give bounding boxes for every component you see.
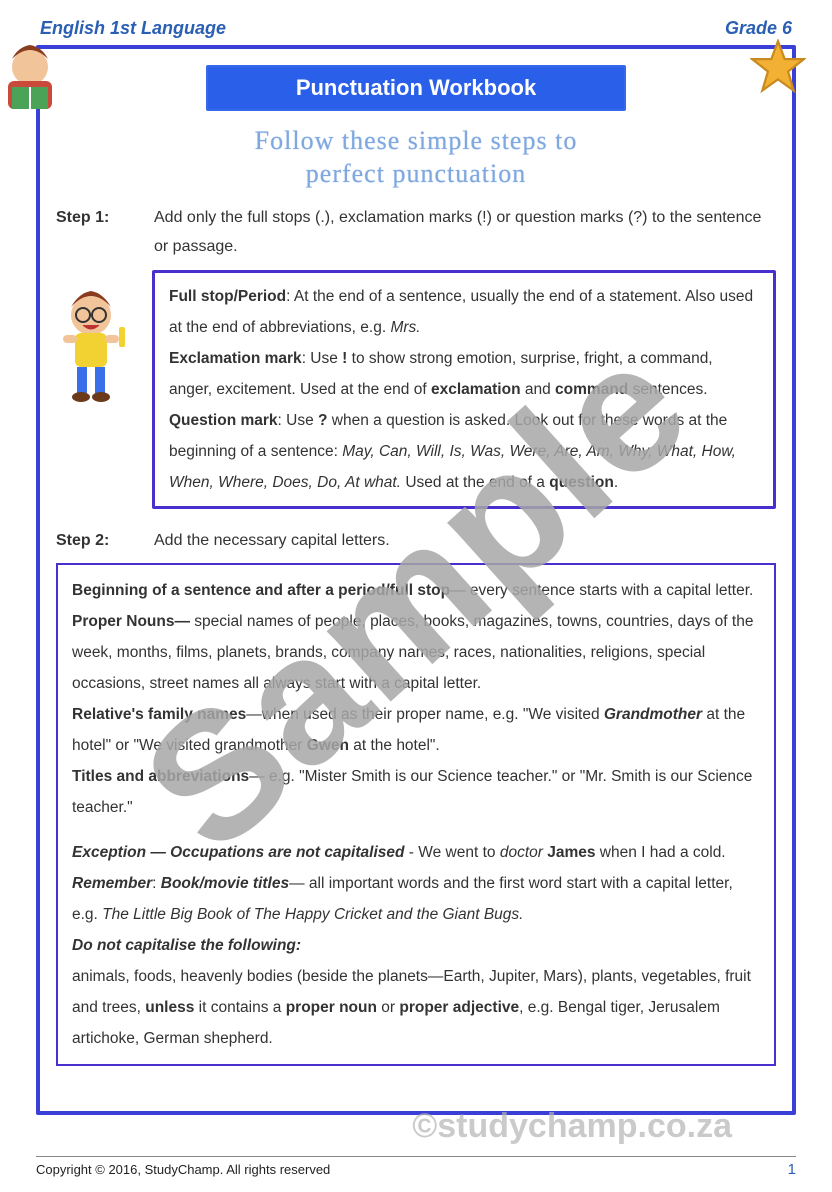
subject-label: English 1st Language <box>40 18 226 39</box>
subtitle-line1: Follow these simple steps to <box>255 126 578 155</box>
rule-fullstop: Full stop/Period: At the end of a senten… <box>169 281 759 343</box>
brand-watermark: ©studychamp.co.za <box>412 1107 732 1146</box>
worksheet-page: English 1st Language Grade 6 Punctuation… <box>0 0 832 1192</box>
page-footer: Copyright © 2016, StudyChamp. All rights… <box>36 1156 796 1178</box>
subtitle: Follow these simple steps to perfect pun… <box>56 125 776 190</box>
cap-donot: Do not capitalise the following: <box>72 930 760 961</box>
cap-beginning: Beginning of a sentence and after a peri… <box>72 575 760 606</box>
copyright-text: Copyright © 2016, StudyChamp. All rights… <box>36 1162 330 1177</box>
step2-row: Step 2: Add the necessary capital letter… <box>56 527 776 556</box>
rule-exclamation: Exclamation mark: Use ! to show strong e… <box>169 343 759 405</box>
step1-label: Step 1: <box>56 204 128 262</box>
page-number: 1 <box>788 1161 796 1178</box>
cap-proper-nouns: Proper Nouns— special names of people, p… <box>72 606 760 699</box>
boy-character-icon <box>43 283 139 413</box>
step2-label: Step 2: <box>56 527 128 556</box>
step2-text: Add the necessary capital letters. <box>154 527 390 556</box>
cap-booktitles: Remember: Book/movie titles— all importa… <box>72 868 760 930</box>
step1-text: Add only the full stops (.), exclamation… <box>154 204 776 262</box>
content-frame: Punctuation Workbook Follow these simple… <box>36 45 796 1115</box>
reading-character-icon <box>0 37 70 127</box>
punctuation-rules-box: Full stop/Period: At the end of a senten… <box>152 270 776 509</box>
capitalisation-rules-box: Beginning of a sentence and after a peri… <box>56 563 776 1066</box>
cap-titles: Titles and abbreviations— e.g. "Mister S… <box>72 761 760 823</box>
cap-exception: Exception — Occupations are not capitali… <box>72 837 760 868</box>
subtitle-line2: perfect punctuation <box>306 159 526 188</box>
grade-label: Grade 6 <box>725 18 792 39</box>
rule-question: Question mark: Use ? when a question is … <box>169 405 759 498</box>
title-banner: Punctuation Workbook <box>206 65 626 111</box>
step1-row: Step 1: Add only the full stops (.), exc… <box>56 204 776 262</box>
star-icon <box>750 39 806 95</box>
cap-donot-list: animals, foods, heavenly bodies (beside … <box>72 961 760 1054</box>
cap-family-names: Relative's family names—when used as the… <box>72 699 760 761</box>
page-header: English 1st Language Grade 6 <box>36 18 796 45</box>
